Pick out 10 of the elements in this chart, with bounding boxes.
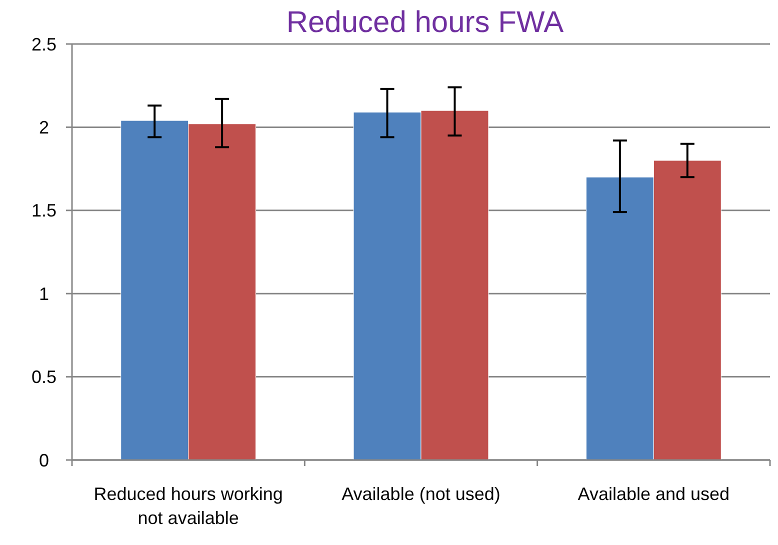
y-tick-label: 2	[38, 118, 50, 138]
y-tick-label: 0.5	[31, 367, 57, 388]
x-tick-label: Reduced hours working not available	[94, 484, 283, 528]
y-tick-label: 0	[38, 450, 50, 470]
x-tick-label: Available (not used)	[342, 484, 500, 504]
y-tick-label: 1.5	[31, 200, 57, 221]
x-tick-label: Available and used	[578, 484, 730, 504]
y-tick-label: 2.5	[31, 34, 57, 54]
y-tick-label: 1	[38, 284, 50, 304]
chart-title: Reduced hours FWA	[286, 6, 564, 39]
